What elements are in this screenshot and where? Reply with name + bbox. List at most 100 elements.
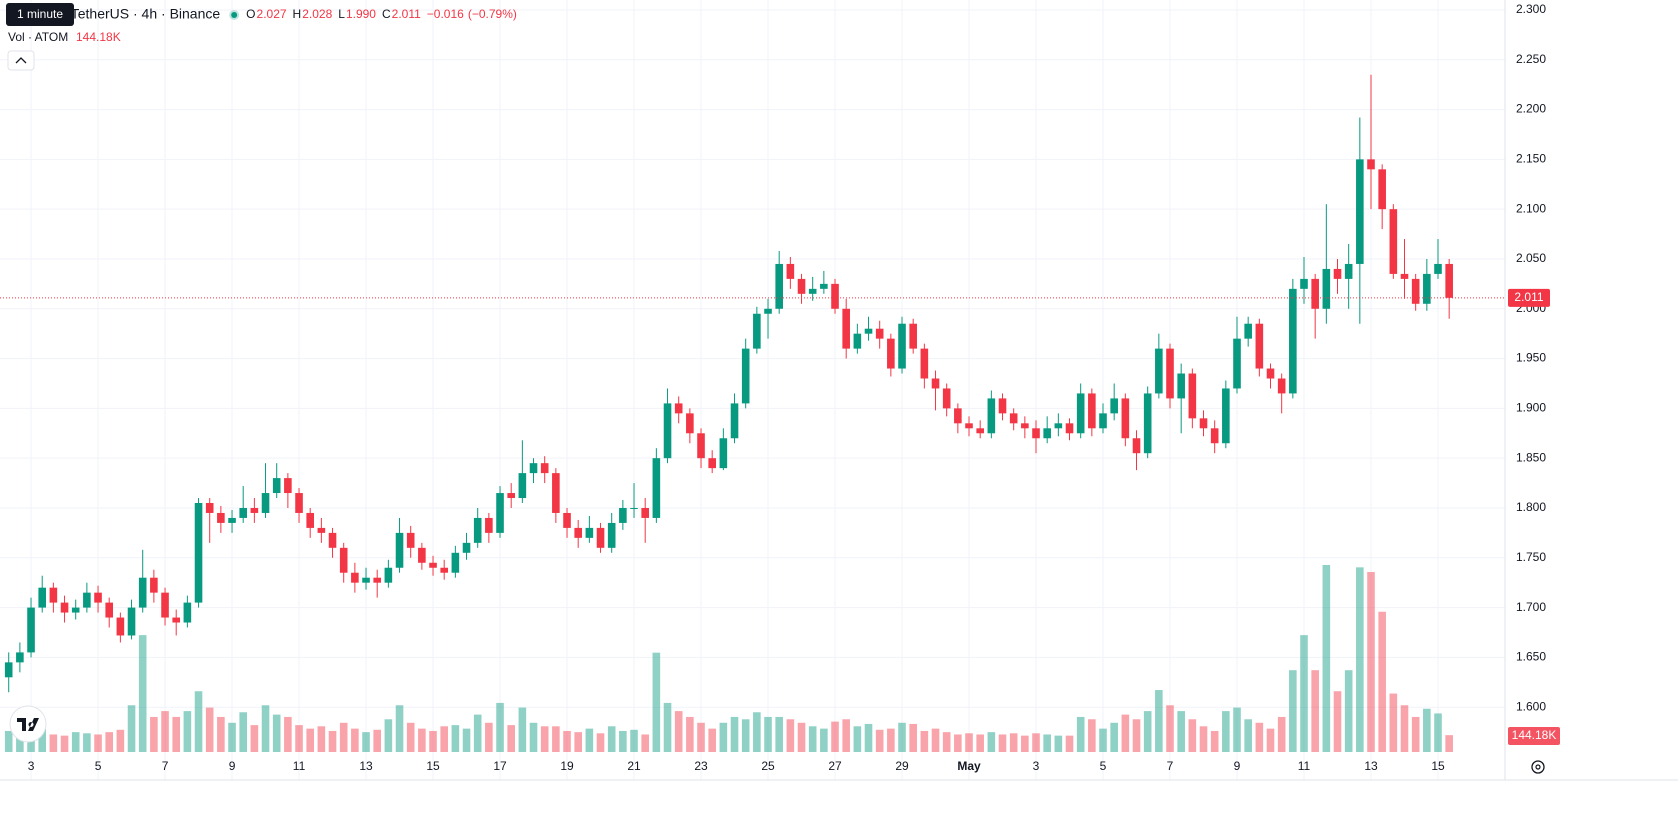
candle-body xyxy=(161,592,169,618)
volume-bar xyxy=(1445,735,1453,752)
volume-bar xyxy=(753,712,761,752)
ohlc-key: C xyxy=(382,7,391,21)
candle-body xyxy=(518,473,527,499)
volume-bar xyxy=(328,730,337,752)
candle-body xyxy=(406,532,415,548)
y-tick-label: 2.150 xyxy=(1516,152,1546,166)
volume-bar xyxy=(1021,735,1029,752)
candle-body xyxy=(1378,169,1386,210)
candle-body xyxy=(473,517,482,543)
candle-body xyxy=(462,542,471,553)
candle-body xyxy=(630,507,638,509)
candle-body xyxy=(1333,268,1342,279)
candle-body xyxy=(797,278,806,294)
volume-bar xyxy=(272,714,281,752)
volume-bar xyxy=(1266,728,1275,752)
volume-bar xyxy=(105,732,114,752)
y-tick-label: 1.750 xyxy=(1516,550,1546,564)
volume-bar xyxy=(1300,635,1308,752)
y-tick-label: 1.700 xyxy=(1516,600,1546,614)
candle-body xyxy=(529,463,538,474)
candle-body xyxy=(976,428,984,434)
candle-body xyxy=(1043,428,1051,439)
logo-mark xyxy=(17,718,39,731)
last-price-bg xyxy=(1508,288,1550,307)
volume-bar xyxy=(1009,733,1018,752)
gear[interactable] xyxy=(1531,760,1545,774)
grid xyxy=(0,0,1505,780)
volume-bar xyxy=(1199,726,1208,752)
volume-bar xyxy=(27,733,35,752)
x-tick-label: 13 xyxy=(1364,759,1378,773)
volume-bar xyxy=(1411,716,1420,752)
volume-bar xyxy=(1166,705,1174,752)
candle-body xyxy=(697,433,705,459)
candle-body xyxy=(485,517,493,533)
y-tick-label: 2.250 xyxy=(1516,52,1546,66)
y-tick-label: 1.800 xyxy=(1516,500,1546,514)
x-tick-label: 29 xyxy=(895,759,909,773)
candle-body xyxy=(1400,273,1409,279)
volume-bar xyxy=(38,728,47,752)
volume-bar xyxy=(697,722,705,752)
x-tick-label: 7 xyxy=(162,759,169,773)
x-tick-label: 23 xyxy=(694,759,708,773)
candle-body xyxy=(1021,423,1029,429)
volume-bar xyxy=(596,733,605,752)
x-tick-label: May xyxy=(957,759,981,773)
candle-body xyxy=(753,313,761,349)
volume-bar xyxy=(362,732,370,752)
candle-body xyxy=(998,398,1007,414)
x-tick-label: 9 xyxy=(229,759,236,773)
volume-bar xyxy=(49,734,58,752)
volume-bar xyxy=(887,728,895,752)
candle-body xyxy=(1434,263,1442,274)
y-tick-label: 1.600 xyxy=(1516,699,1546,713)
candle-body xyxy=(1032,428,1040,439)
volume-bar xyxy=(161,711,169,752)
volume-bar xyxy=(172,716,181,752)
ohlc-value: 1.990 xyxy=(346,7,376,21)
logo-circle xyxy=(9,705,47,743)
volume-bar xyxy=(942,732,951,752)
volume-bar xyxy=(116,729,125,752)
volume-bar xyxy=(384,719,393,752)
candle-body xyxy=(1300,278,1308,289)
y-tick-label: 2.050 xyxy=(1516,251,1546,265)
candle-body xyxy=(384,567,393,583)
candle-body xyxy=(205,503,214,513)
axes: 1.600 1.650 1.700 1.750 1.800 1.850 1.900 1.950… xyxy=(0,2,1560,773)
candle-body xyxy=(496,493,504,533)
candle-body xyxy=(250,507,259,513)
candle-body xyxy=(183,602,192,623)
volume-bar xyxy=(462,728,471,752)
volume-bar xyxy=(1255,722,1264,752)
x-tick-label: 13 xyxy=(359,759,373,773)
ohlc-value: 2.028 xyxy=(302,7,332,21)
volume-bar xyxy=(228,722,236,752)
candle-body xyxy=(138,577,147,608)
candle-body xyxy=(1344,263,1353,279)
change-percent: (−0.79%) xyxy=(468,7,517,21)
x-tick-label: 27 xyxy=(828,759,842,773)
volume-bar xyxy=(306,728,314,752)
volume-bar xyxy=(395,705,404,752)
volume-bar xyxy=(1333,691,1342,752)
volume-bar xyxy=(563,730,571,752)
volume-bar xyxy=(909,723,917,752)
candle-body xyxy=(38,587,47,608)
candle-body xyxy=(105,602,114,618)
collapse-button[interactable] xyxy=(7,50,35,71)
volume-bar xyxy=(998,734,1007,752)
volume-bar xyxy=(507,725,515,752)
volume-bar xyxy=(1233,707,1241,752)
settings-icon[interactable] xyxy=(1531,760,1545,774)
candle-body xyxy=(820,283,828,289)
volume-bar xyxy=(1277,716,1286,752)
candle-body xyxy=(1177,373,1185,399)
candle-body xyxy=(1076,393,1085,434)
candle-body xyxy=(652,458,661,518)
volume-bar xyxy=(440,726,448,752)
volume-bar xyxy=(674,711,683,752)
